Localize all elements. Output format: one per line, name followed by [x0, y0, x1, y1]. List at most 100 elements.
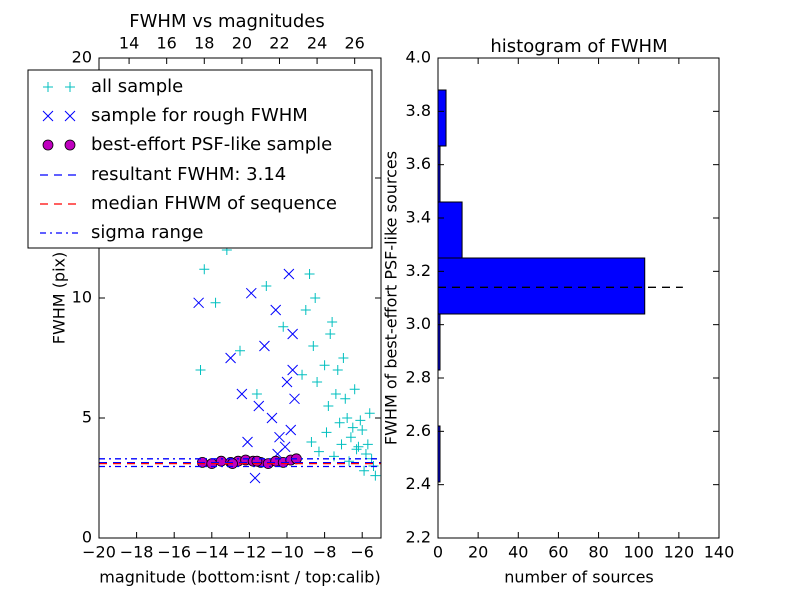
x-tick-label: 80 [588, 543, 608, 562]
y-tick-label: 3.4 [406, 208, 431, 227]
point [287, 328, 298, 340]
point [345, 432, 356, 443]
x-tick-label: −16 [157, 543, 191, 562]
legend-label: best-effort PSF-like sample [91, 134, 332, 155]
point [242, 436, 253, 448]
bar [437, 201, 463, 259]
point [312, 377, 323, 387]
y-tick-label: 3.2 [406, 261, 431, 280]
legend-marker [64, 110, 76, 122]
point [359, 465, 370, 476]
legend-marker [43, 82, 53, 92]
x2-tick-label: 24 [307, 34, 327, 53]
point [334, 417, 345, 428]
point [300, 305, 311, 315]
point [353, 441, 364, 452]
y-tick-label: 3.6 [406, 154, 431, 173]
y-tick-label: 4.0 [406, 48, 431, 67]
point [210, 297, 221, 308]
x-tick-label: 140 [704, 543, 735, 562]
point [338, 353, 349, 363]
x-tick-label: −12 [233, 543, 267, 562]
point [253, 400, 265, 412]
point [330, 389, 341, 399]
legend-label: resultant FWHM: 3.14 [91, 164, 286, 185]
x-tick-label: −10 [270, 543, 304, 562]
point [362, 439, 373, 450]
x2-tick-label: 22 [269, 34, 289, 53]
point [340, 393, 351, 404]
legend-box [27, 69, 373, 249]
point [308, 341, 319, 351]
point [310, 293, 321, 303]
point [287, 364, 298, 376]
point [347, 422, 358, 433]
x-tick-label: −14 [195, 543, 229, 562]
point [289, 393, 300, 405]
x-tick-label: −18 [120, 543, 154, 562]
point [281, 376, 293, 388]
point [319, 360, 330, 371]
point [313, 446, 324, 457]
point [278, 321, 289, 332]
legend-label: median FHWM of sequence [91, 193, 337, 214]
left-title: FWHM vs magnitudes [129, 11, 324, 32]
y-tick-label: 2.6 [406, 421, 431, 440]
point [249, 472, 261, 484]
left-y-label: FWHM (pix) [50, 252, 69, 345]
point [195, 365, 206, 375]
left-x-label: magnitude (bottom:isnt / top:calib) [99, 568, 380, 587]
point [259, 340, 270, 352]
point [235, 345, 245, 356]
x2-tick-label: 20 [232, 34, 252, 53]
point [297, 369, 308, 380]
point [323, 401, 334, 411]
y-tick-label: 3.0 [406, 314, 431, 333]
y-tick-label: 2.4 [406, 474, 431, 493]
right-title: histogram of FWHM [490, 36, 667, 57]
bar [437, 257, 646, 315]
legend-marker [42, 139, 54, 151]
axes-frame [437, 57, 720, 539]
y-tick-label: 5 [82, 408, 92, 427]
x-tick-label: −6 [350, 543, 374, 562]
point [245, 287, 257, 299]
x2-tick-label: 18 [194, 34, 214, 53]
x-tick-label: 0 [433, 543, 443, 562]
point [283, 268, 295, 280]
legend-label: all sample [91, 76, 183, 97]
x-tick-label: −20 [82, 543, 116, 562]
x-tick-label: 60 [548, 543, 568, 562]
point [274, 431, 285, 443]
point [215, 455, 227, 467]
point [360, 449, 371, 459]
point [327, 317, 338, 327]
y-tick-label: 2.2 [406, 528, 431, 547]
point [357, 425, 368, 435]
point [199, 264, 210, 275]
x-tick-label: 40 [508, 543, 528, 562]
point [261, 281, 272, 291]
right-y-label: FWHM of best-effort PSF-like sources [382, 151, 401, 445]
point [304, 269, 315, 279]
x2-tick-label: 26 [345, 34, 365, 53]
point [329, 451, 339, 462]
x-tick-label: 100 [623, 543, 654, 562]
point [193, 297, 204, 309]
legend-label: sample for rough FWHM [91, 105, 308, 126]
x2-tick-label: 14 [119, 34, 139, 53]
bar [437, 89, 447, 147]
point [321, 427, 332, 438]
x-tick-label: 20 [468, 543, 488, 562]
point [270, 304, 282, 316]
legend-marker [64, 139, 76, 151]
point [336, 439, 347, 450]
point [251, 389, 262, 399]
point [355, 415, 366, 426]
point [370, 470, 381, 481]
x2-tick-label: 16 [157, 34, 177, 53]
y-tick-label: 2.8 [406, 368, 431, 387]
point [325, 329, 336, 339]
